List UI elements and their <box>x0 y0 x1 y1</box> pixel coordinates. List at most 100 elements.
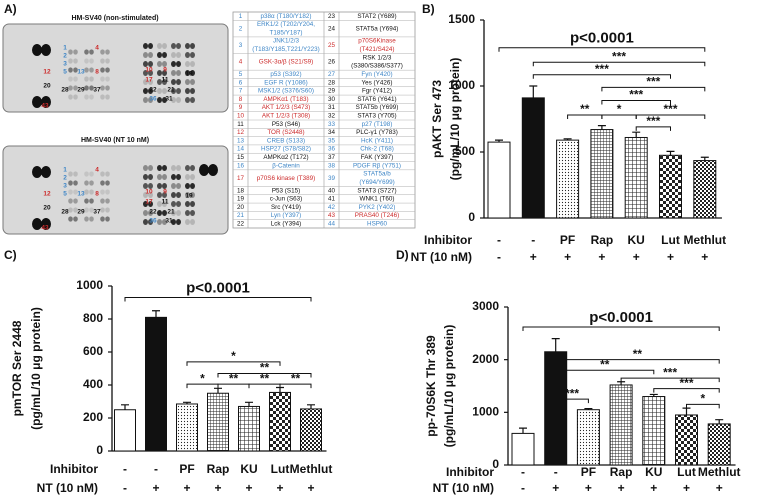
significance-label: ** <box>633 347 643 361</box>
blot-spot <box>162 88 167 94</box>
blot-spot <box>157 174 162 180</box>
spot-label: 20 <box>43 83 51 90</box>
bar <box>609 384 633 466</box>
category-label: - <box>497 233 501 247</box>
blot-spot <box>143 88 148 94</box>
significance-label: ** <box>260 361 270 375</box>
blot-spot <box>148 219 153 225</box>
blot-spot <box>190 61 195 67</box>
blot-spot <box>148 210 153 216</box>
spot-label: 31 <box>165 96 173 103</box>
table-name: STAT2 (Y689) <box>357 13 396 20</box>
blot-spot <box>73 189 78 195</box>
table-number: 23 <box>328 13 336 20</box>
y-axis-label: pp-70S6K Thr 389 <box>424 335 438 437</box>
blot-spot <box>157 61 162 67</box>
table-name: STAT3 (Y705) <box>357 113 396 120</box>
table-number: 32 <box>328 113 336 120</box>
error-bar <box>121 404 129 410</box>
blot-spot <box>176 61 181 67</box>
significance-bracket <box>635 114 706 120</box>
blot-spot <box>208 164 218 176</box>
blot-spot <box>176 174 181 180</box>
blot-spot <box>89 76 94 82</box>
error-bar <box>245 401 253 407</box>
category-label: + <box>701 250 708 264</box>
spot-label: 12 <box>43 191 51 198</box>
blot-spot <box>68 198 73 204</box>
blot-spot <box>143 174 148 180</box>
table-name: p27 (T198) <box>362 121 393 128</box>
blot-spot <box>185 52 190 58</box>
blot-spot <box>143 192 148 198</box>
blot-spot <box>100 94 105 100</box>
blot-spot <box>100 85 105 91</box>
blot-spot <box>100 198 105 204</box>
spot-label: 21 <box>167 209 175 216</box>
spot-label: 3 <box>63 61 67 68</box>
blot-spot <box>162 43 167 49</box>
blot-spot <box>176 183 181 189</box>
significance-label: * <box>231 349 236 363</box>
blot-spot <box>157 183 162 189</box>
blot-spot <box>143 219 148 225</box>
spot-label: 9 <box>163 189 167 196</box>
blot-spot <box>171 192 176 198</box>
error-bar <box>584 408 593 410</box>
category-label: Rap <box>610 465 633 479</box>
significance-bracket <box>498 47 706 52</box>
significance-bracket <box>522 326 720 332</box>
category-label: + <box>683 481 690 495</box>
blot-spot <box>32 44 42 56</box>
error-bar <box>597 125 606 130</box>
table-number: 8 <box>239 96 243 103</box>
category-label: - <box>497 250 501 264</box>
spot-label: 29 <box>77 87 85 94</box>
blot-spot <box>162 201 167 207</box>
blot-spot <box>171 183 176 189</box>
significance-label: * <box>701 392 706 406</box>
blot-spot <box>148 97 153 103</box>
table-name: Chk-2 (T68) <box>360 146 394 153</box>
blot-spot <box>68 76 73 82</box>
spot-label: 36 <box>149 96 157 103</box>
blot-spot <box>68 85 73 91</box>
table-number: 6 <box>239 79 243 86</box>
blot-spot <box>105 207 110 213</box>
table-number: 36 <box>328 146 336 153</box>
category-label: + <box>530 250 537 264</box>
blot-spot <box>176 192 181 198</box>
significance-label: ** <box>580 102 590 116</box>
significance-bracket <box>186 361 281 366</box>
blot-spot <box>176 43 181 49</box>
blot-spot <box>68 171 73 177</box>
blot-spot <box>176 201 181 207</box>
table-name: STAT5a/b <box>363 171 391 178</box>
table-number: 34 <box>328 129 336 136</box>
blot-spot <box>143 43 148 49</box>
spot-label: 8 <box>95 69 99 76</box>
blot-spot <box>89 207 94 213</box>
table-number: 26 <box>328 59 336 66</box>
blot-spot <box>162 70 167 76</box>
y-tick-label: 500 <box>455 144 475 158</box>
blot-spot <box>148 61 153 67</box>
blot-spot <box>162 79 167 85</box>
spot-label: 37 <box>93 209 101 216</box>
blot-spot <box>185 70 190 76</box>
blot-spot <box>162 61 167 67</box>
table-name: P53 (S46) <box>272 121 300 128</box>
spot-label: 13 <box>77 191 85 198</box>
error-bar <box>632 131 641 138</box>
blot-spot <box>162 97 167 103</box>
panel-label: B) <box>422 2 435 16</box>
category-label: - <box>123 481 127 495</box>
table-number: 38 <box>328 162 336 169</box>
y-tick-label: 1500 <box>448 12 475 26</box>
spot-label: 28 <box>61 87 69 94</box>
blot-spot <box>73 85 78 91</box>
table-name: Lyn (Y397) <box>271 212 302 219</box>
significance-bracket <box>601 100 671 105</box>
blot-spot <box>176 219 181 225</box>
blot-spot <box>185 192 190 198</box>
